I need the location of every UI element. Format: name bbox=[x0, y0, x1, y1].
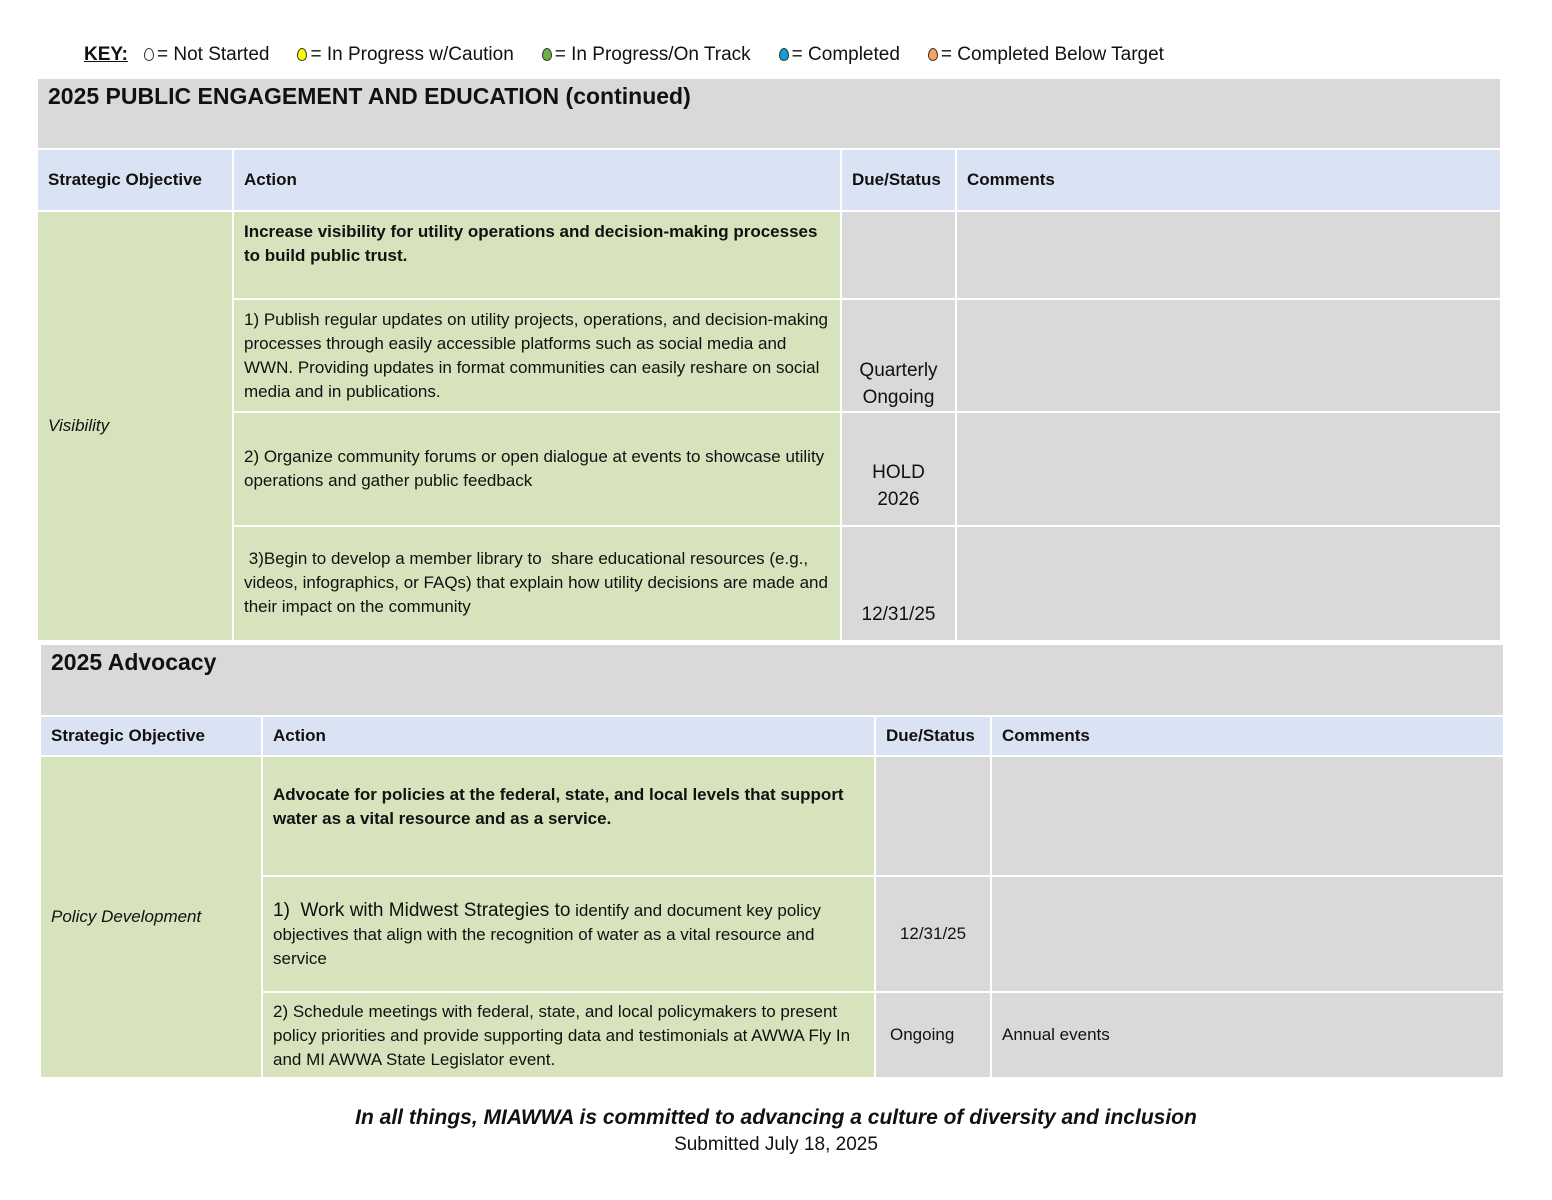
footer-motto: In all things, MIAWWA is committed to ad… bbox=[355, 1106, 1197, 1129]
key-item-completed: = Completed bbox=[778, 44, 900, 66]
col-header-due: Due/Status bbox=[876, 717, 990, 755]
objective-cell: Policy Development bbox=[41, 757, 261, 1077]
drop-yellow-icon bbox=[297, 48, 308, 62]
col-header-comments: Comments bbox=[992, 717, 1503, 755]
drop-blue-icon bbox=[778, 48, 789, 62]
due-cell: Ongoing bbox=[876, 993, 990, 1077]
action-cell: 3)Begin to develop a member library to s… bbox=[234, 527, 840, 640]
due-cell bbox=[876, 757, 990, 875]
drop-green-icon bbox=[541, 48, 552, 62]
objective-cell: Visibility bbox=[38, 212, 232, 640]
key-item-on-track: = In Progress/On Track bbox=[541, 44, 751, 66]
action-cell: 2) Schedule meetings with federal, state… bbox=[263, 993, 874, 1077]
due-cell: 12/31/25 bbox=[876, 877, 990, 991]
col-header-due: Due/Status bbox=[842, 150, 955, 210]
action-cell: 1) Work with Midwest Strategies to ident… bbox=[263, 877, 874, 991]
key-item-caution: = In Progress w/Caution bbox=[297, 44, 514, 66]
col-header-objective: Strategic Objective bbox=[41, 717, 261, 755]
due-cell: Quarterly Ongoing bbox=[842, 300, 955, 411]
col-header-objective: Strategic Objective bbox=[38, 150, 232, 210]
col-header-action: Action bbox=[234, 150, 840, 210]
comments-cell bbox=[992, 757, 1503, 875]
drop-outline-icon bbox=[143, 48, 154, 62]
comments-cell bbox=[957, 413, 1500, 525]
action-cell: 1) Publish regular updates on utility pr… bbox=[234, 300, 840, 411]
comments-cell: Annual events bbox=[992, 993, 1503, 1077]
comments-cell bbox=[957, 527, 1500, 640]
col-header-comments: Comments bbox=[957, 150, 1500, 210]
action-cell: Increase visibility for utility operatio… bbox=[234, 212, 840, 298]
due-cell bbox=[842, 212, 955, 298]
comments-cell bbox=[992, 877, 1503, 991]
status-key: KEY: = Not Started = In Progress w/Cauti… bbox=[84, 44, 1186, 66]
comments-cell bbox=[957, 300, 1500, 411]
section-title: 2025 Advocacy bbox=[41, 645, 1503, 715]
footer-submitted: Submitted July 18, 2025 bbox=[674, 1134, 878, 1155]
key-label: KEY: bbox=[84, 44, 128, 65]
comments-cell bbox=[957, 212, 1500, 298]
action-lead: 1) Work with Midwest Strategies to bbox=[273, 900, 571, 921]
due-cell: HOLD 2026 bbox=[842, 413, 955, 525]
drop-orange-icon bbox=[927, 48, 938, 62]
col-header-action: Action bbox=[263, 717, 874, 755]
action-cell: 2) Organize community forums or open dia… bbox=[234, 413, 840, 525]
key-item-below-target: = Completed Below Target bbox=[927, 44, 1164, 66]
action-cell: Advocate for policies at the federal, st… bbox=[263, 757, 874, 875]
due-cell: 12/31/25 bbox=[842, 527, 955, 640]
key-item-not-started: = Not Started bbox=[143, 44, 269, 66]
section-title: 2025 PUBLIC ENGAGEMENT AND EDUCATION (co… bbox=[38, 79, 1500, 148]
